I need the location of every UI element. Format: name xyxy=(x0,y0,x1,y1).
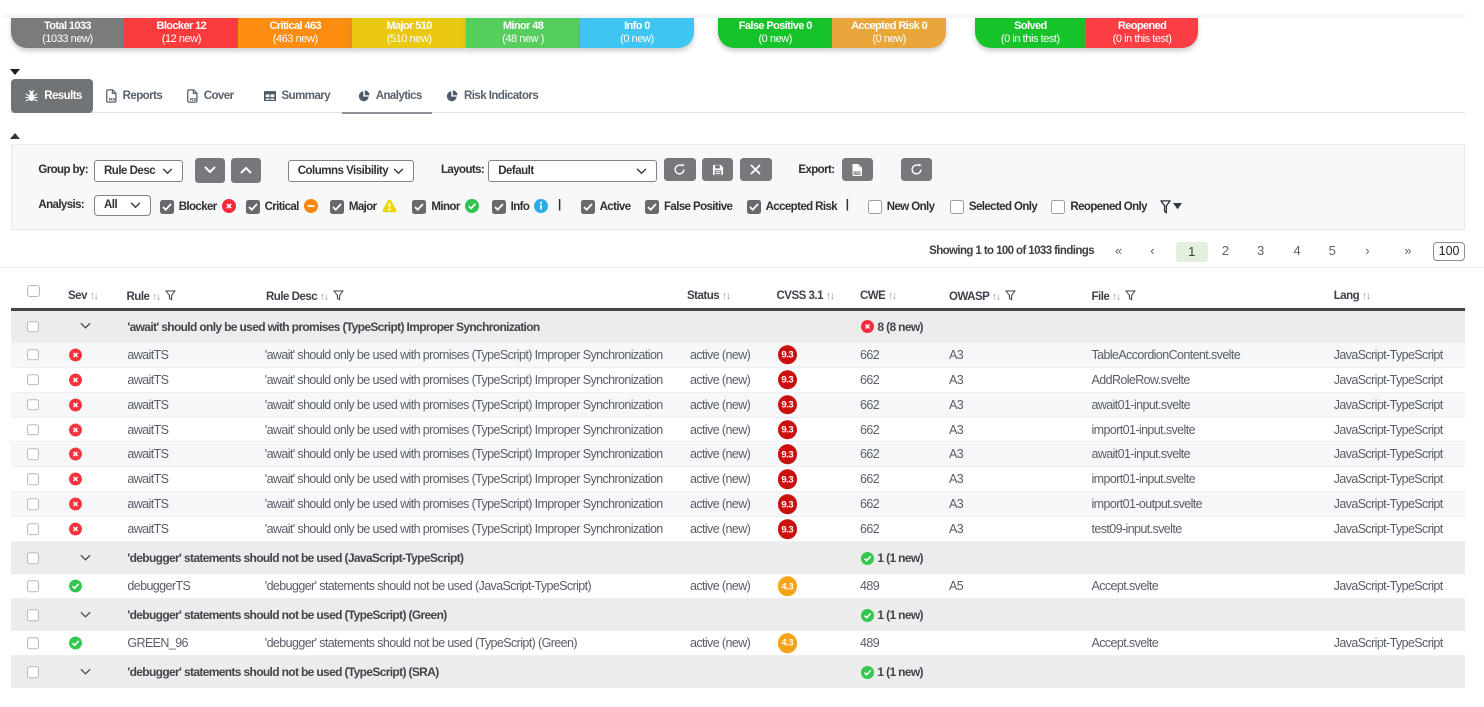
svg-text:CSV: CSV xyxy=(854,171,861,175)
svg-text:PDF: PDF xyxy=(189,97,197,102)
svg-text:PDF: PDF xyxy=(108,97,116,102)
